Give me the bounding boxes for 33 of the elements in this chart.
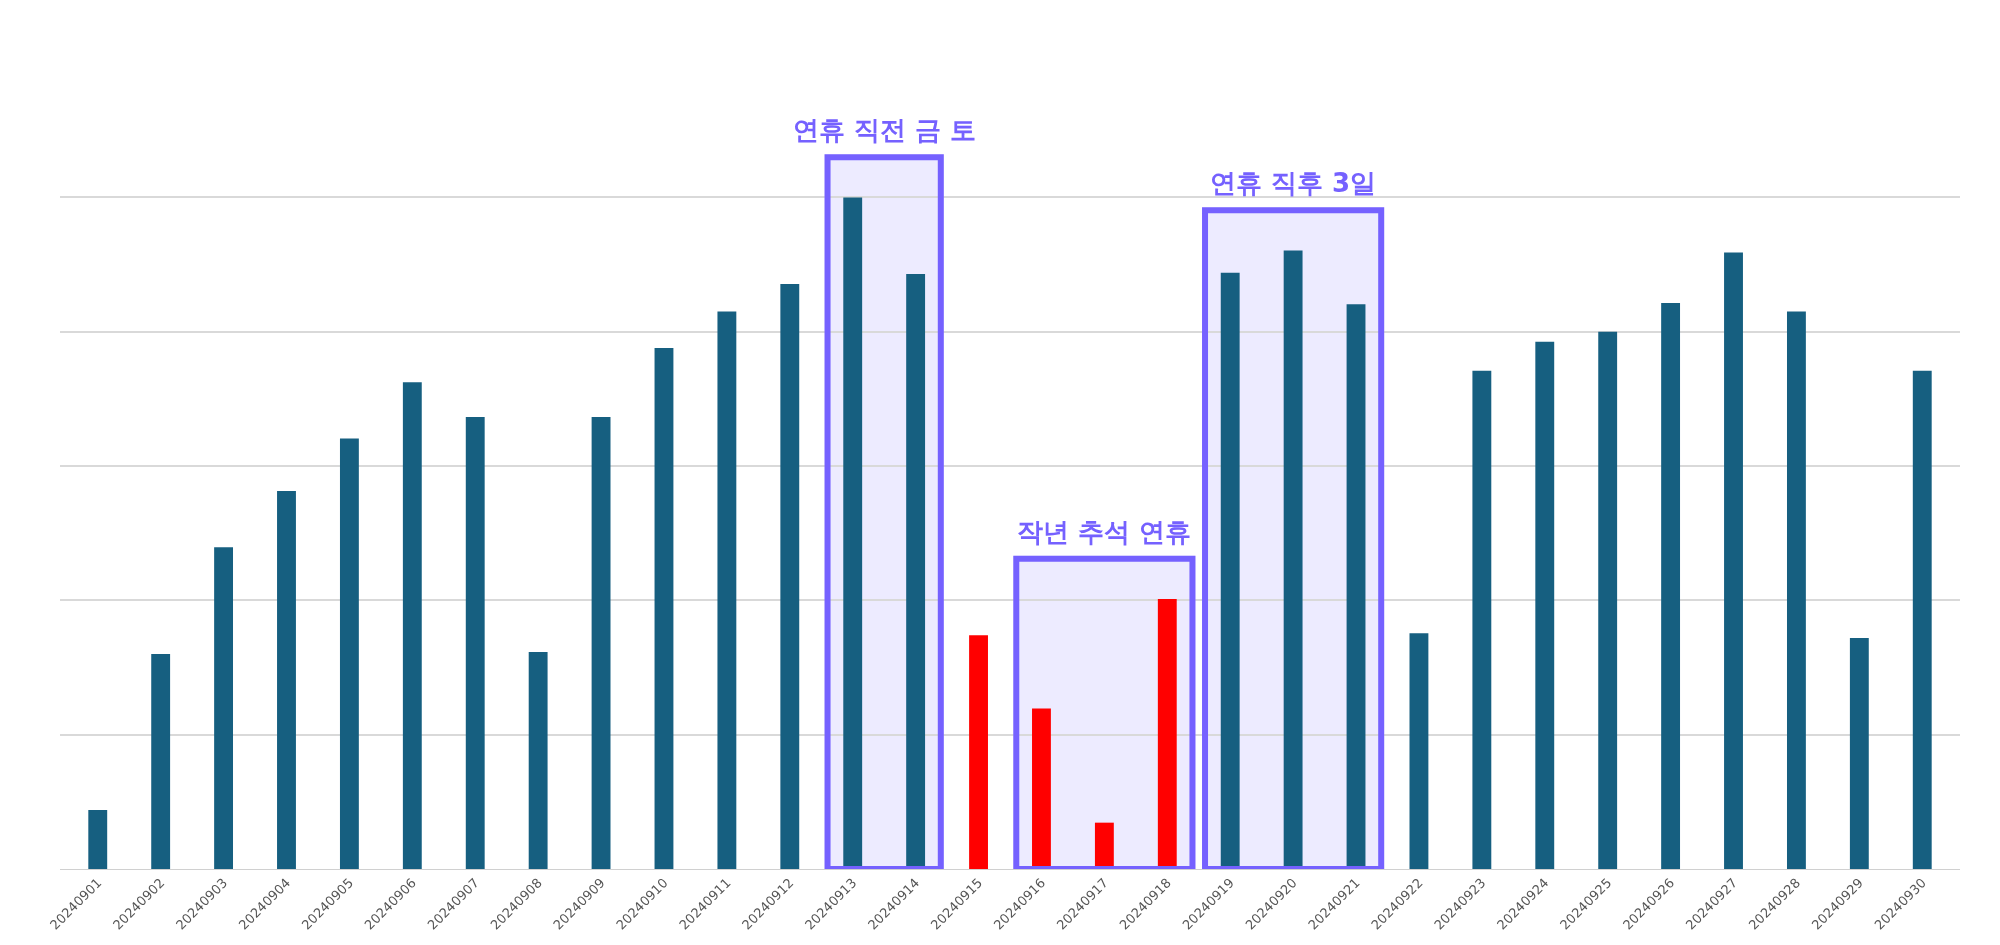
bar xyxy=(717,311,737,869)
bar xyxy=(151,654,171,869)
bar xyxy=(843,197,863,869)
bar xyxy=(1661,302,1681,869)
bar xyxy=(654,347,674,869)
bar xyxy=(1032,708,1051,869)
bar xyxy=(1786,311,1806,869)
bar xyxy=(1472,370,1492,869)
bar xyxy=(1912,370,1932,869)
bar xyxy=(1157,599,1177,869)
band-label: 연휴 직후 3일 xyxy=(1210,168,1377,198)
band-label: 연휴 직전 금 토 xyxy=(793,115,977,145)
bar xyxy=(1535,341,1555,869)
bar xyxy=(906,274,926,869)
bar xyxy=(1724,252,1743,869)
bar xyxy=(402,382,422,869)
bar xyxy=(214,547,234,869)
bar xyxy=(1598,331,1618,869)
bar xyxy=(88,809,108,869)
bar xyxy=(1849,637,1869,869)
bar xyxy=(1409,633,1429,869)
bar xyxy=(780,284,800,869)
bar xyxy=(277,490,296,869)
bar xyxy=(969,635,988,869)
bar xyxy=(1346,304,1366,869)
bar xyxy=(1283,250,1303,869)
band-label: 작년 추석 연휴 xyxy=(1017,517,1192,547)
bar xyxy=(1094,822,1114,869)
bar xyxy=(1220,272,1240,869)
bar xyxy=(465,417,485,869)
bar xyxy=(339,438,359,869)
bar xyxy=(591,417,611,869)
bar xyxy=(528,652,548,869)
